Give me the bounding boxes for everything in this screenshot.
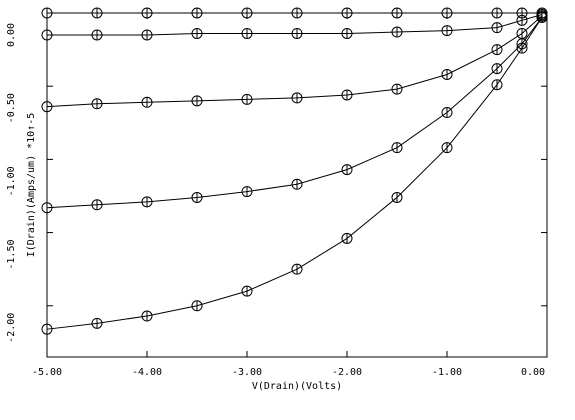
marker [391,142,403,154]
marker [91,29,103,41]
marker [241,93,253,105]
marker [41,323,53,335]
marker [141,29,153,41]
y-tick-label: -1.00 [6,166,17,196]
marker [391,83,403,95]
marker [191,7,203,19]
marker [241,186,253,198]
series-line [46,17,543,330]
marker [91,7,103,19]
marker [391,26,403,38]
marker [441,107,453,119]
marker [491,22,503,34]
x-tick-label: -3.00 [232,367,262,378]
marker [341,164,353,176]
marker [516,42,528,54]
marker [141,96,153,108]
marker [536,11,548,23]
marker [391,191,403,203]
y-tick-label: -0.50 [6,93,17,123]
x-tick-label: -2.00 [332,367,362,378]
marker [491,79,503,91]
marker [91,98,103,110]
marker [491,7,503,19]
marker [441,68,453,80]
series-line [47,13,543,36]
marker [516,27,528,39]
marker [191,95,203,107]
x-axis-title: V(Drain)(Volts) [252,381,342,392]
y-tick-label: 0.00 [6,23,17,47]
marker [341,89,353,101]
marker [491,63,503,75]
x-tick-label: -5.00 [32,367,62,378]
marker [491,44,503,56]
marker [141,196,153,208]
y-axis-title: I(Drain)(Amps/um) *10↑-5 [26,113,37,258]
marker [191,27,203,39]
series-line [46,17,543,209]
marker [191,191,203,203]
x-tick-label: -4.00 [132,367,162,378]
marker [291,7,303,19]
marker [291,27,303,39]
marker [291,92,303,104]
marker [141,310,153,322]
x-tick-label: -1.00 [432,367,462,378]
marker [291,178,303,190]
marker [141,7,153,19]
marker [241,285,253,297]
y-tick-label: -2.00 [6,313,17,343]
marker [241,7,253,19]
marker [516,14,528,26]
marker [341,27,353,39]
marker [441,142,453,154]
marker [41,29,53,41]
marker [41,7,53,19]
marker [441,25,453,37]
marker [341,7,353,19]
marker [391,7,403,19]
marker [441,7,453,19]
marker [41,202,53,214]
marker [341,232,353,244]
marker [41,101,53,113]
marker [91,317,103,329]
marker [291,263,303,275]
x-tick-label: 0.00 [521,367,545,378]
y-tick-label: -1.50 [6,240,17,270]
marker [91,199,103,211]
marker [191,300,203,312]
marker [241,27,253,39]
